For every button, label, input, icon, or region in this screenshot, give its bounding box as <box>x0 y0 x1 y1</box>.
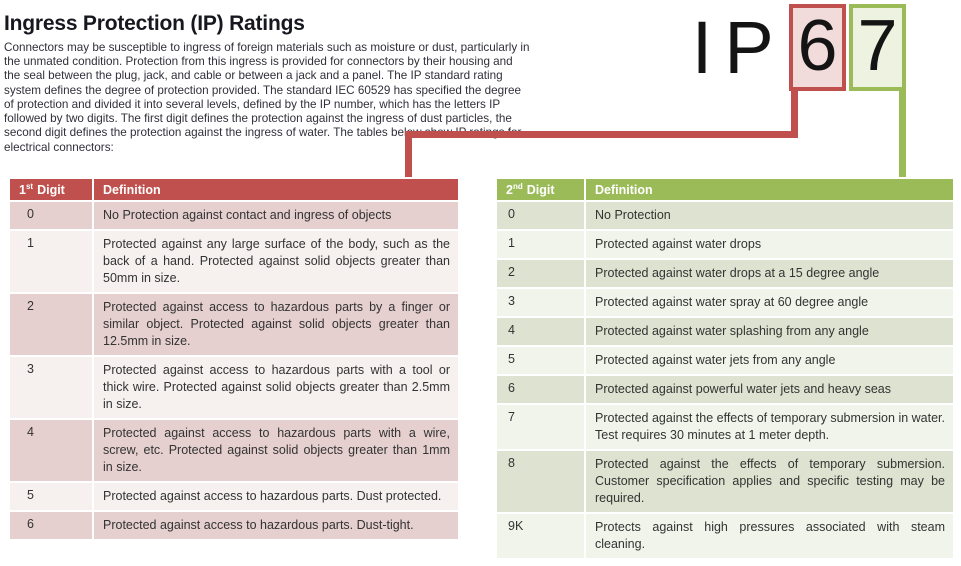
second-digit-box: 7 <box>849 4 906 91</box>
definition-cell: Protects against high pressures associat… <box>584 512 955 560</box>
table-row: 6 Protected against access to hazardous p… <box>8 510 460 541</box>
definition-cell: Protected against access to hazardous pa… <box>92 418 460 483</box>
page-title: Ingress Protection (IP) Ratings <box>4 12 305 36</box>
digit-cell: 6 <box>495 374 586 405</box>
first-digit-value: 6 <box>797 6 838 86</box>
definition-cell: Protected against water drops <box>584 229 955 260</box>
definition-column-header: Definition <box>584 177 955 202</box>
digit-cell: 0 <box>8 200 94 231</box>
digit-cell: 7 <box>495 403 586 451</box>
definition-cell: Protected against water jets from any an… <box>584 345 955 376</box>
red-connector-line-horizontal <box>405 131 798 138</box>
definition-cell: Protected against access to hazardous pa… <box>92 292 460 357</box>
definition-cell: Protected against access to hazardous pa… <box>92 355 460 420</box>
table-row: 1 Protected against water drops <box>495 229 955 260</box>
digit-cell: 6 <box>8 510 94 541</box>
definition-cell: Protected against water spray at 60 degr… <box>584 287 955 318</box>
second-digit-column-header: 2nd Digit <box>495 177 586 202</box>
digit-cell: 2 <box>8 292 94 357</box>
definition-cell: Protected against access to hazardous pa… <box>92 510 460 541</box>
digit-cell: 5 <box>8 481 94 512</box>
first-digit-box: 6 <box>789 4 846 91</box>
digit-cell: 9K <box>495 512 586 560</box>
red-connector-line-vertical-bottom <box>405 131 412 178</box>
table-row: 4 Protected against water splashing from … <box>495 316 955 347</box>
definition-cell: No Protection against contact and ingres… <box>92 200 460 231</box>
table-row: 0 No Protection against contact and ingre… <box>8 200 460 231</box>
table-row: 2 Protected against water drops at a 15 d… <box>495 258 955 289</box>
digit-cell: 4 <box>495 316 586 347</box>
table-header-row: 2nd Digit Definition <box>495 177 955 202</box>
table-row: 2 Protected against access to hazardous p… <box>8 292 460 357</box>
digit-cell: 1 <box>8 229 94 294</box>
digit-cell: 2 <box>495 258 586 289</box>
definition-cell: No Protection <box>584 200 955 231</box>
table-row: 9K Protects against high pressures associ… <box>495 512 955 560</box>
definition-cell: Protected against the effects of tempora… <box>584 449 955 514</box>
digit-cell: 1 <box>495 229 586 260</box>
table-row: 3 Protected against access to hazardous p… <box>8 355 460 420</box>
second-digit-table: 2nd Digit Definition 0 No Protection 1 Prote… <box>495 177 955 560</box>
intro-paragraph: Connectors may be susceptible to ingress… <box>4 40 530 154</box>
green-connector-line-vertical <box>899 88 906 178</box>
second-digit-table-body: 0 No Protection 1 Protected against water d… <box>495 200 955 560</box>
table-row: 5 Protected against water jets from any a… <box>495 345 955 376</box>
table-row: 5 Protected against access to hazardous p… <box>8 481 460 512</box>
digit-cell: 5 <box>495 345 586 376</box>
first-digit-table-body: 0 No Protection against contact and ingre… <box>8 200 460 541</box>
ip-letter-p: P <box>724 5 774 89</box>
first-digit-column-header: 1st Digit <box>8 177 94 202</box>
table-header-row: 1st Digit Definition <box>8 177 460 202</box>
digit-cell: 8 <box>495 449 586 514</box>
digit-cell: 3 <box>8 355 94 420</box>
table-row: 8 Protected against the effects of tempor… <box>495 449 955 514</box>
table-row: 4 Protected against access to hazardous p… <box>8 418 460 483</box>
digit-cell: 0 <box>495 200 586 231</box>
table-row: 7 Protected against the effects of tempor… <box>495 403 955 451</box>
definition-column-header: Definition <box>92 177 460 202</box>
second-digit-value: 7 <box>857 6 898 86</box>
first-digit-table: 1st Digit Definition 0 No Protection again… <box>8 177 460 541</box>
table-row: 3 Protected against water spray at 60 deg… <box>495 287 955 318</box>
definition-cell: Protected against access to hazardous pa… <box>92 481 460 512</box>
digit-cell: 3 <box>495 287 586 318</box>
definition-cell: Protected against water drops at a 15 de… <box>584 258 955 289</box>
table-row: 1 Protected against any large surface of … <box>8 229 460 294</box>
table-row: 0 No Protection <box>495 200 955 231</box>
definition-cell: Protected against water splashing from a… <box>584 316 955 347</box>
definition-cell: Protected against powerful water jets an… <box>584 374 955 405</box>
red-connector-line-vertical-top <box>791 88 798 135</box>
table-row: 6 Protected against powerful water jets a… <box>495 374 955 405</box>
ip-letter-i: I <box>691 5 713 89</box>
digit-cell: 4 <box>8 418 94 483</box>
definition-cell: Protected against the effects of tempora… <box>584 403 955 451</box>
definition-cell: Protected against any large surface of t… <box>92 229 460 294</box>
